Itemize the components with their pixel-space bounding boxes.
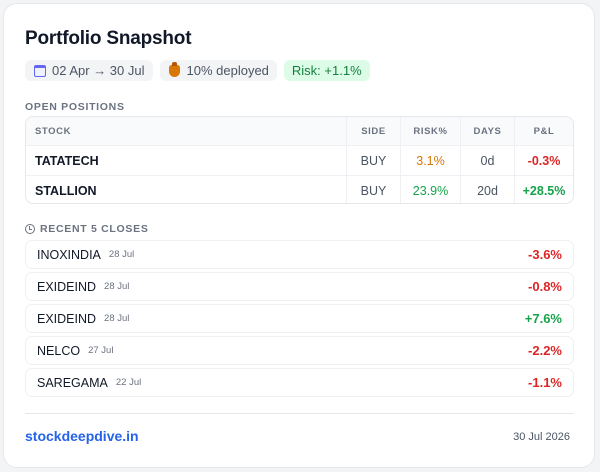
risk-cell: 23.9% <box>400 176 460 203</box>
close-stock: NELCO <box>37 343 81 358</box>
close-stock: EXIDEIND <box>37 279 97 294</box>
side-cell: BUY <box>346 146 400 175</box>
side-cell: BUY <box>346 176 400 203</box>
close-date: 22 Jul <box>115 377 142 388</box>
calendar-icon <box>33 64 46 77</box>
deployed-text: 10% deployed <box>186 63 269 78</box>
table-header-row: STOCK SIDE RISK% DAYS P&L <box>26 117 573 145</box>
close-pnl: -3.6% <box>528 247 562 262</box>
close-pnl: +7.6% <box>524 311 562 326</box>
col-stock: STOCK <box>35 125 72 137</box>
list-item: EXIDEIND 28 Jul -0.8% <box>25 272 574 301</box>
list-item: SAREGAMA 22 Jul -1.1% <box>25 368 574 397</box>
close-date: 28 Jul <box>104 313 130 324</box>
close-stock: EXIDEIND <box>37 311 97 326</box>
money-bag-icon <box>168 61 181 77</box>
brand-link[interactable]: stockdeepdive.in <box>25 428 139 444</box>
stock-cell: STALLION <box>35 183 97 198</box>
pnl-cell: -0.3% <box>514 146 573 175</box>
stock-cell: TATATECH <box>35 153 99 168</box>
close-stock: SAREGAMA <box>37 375 108 390</box>
close-pnl: -0.8% <box>528 279 562 294</box>
days-cell: 0d <box>460 146 514 175</box>
list-item: EXIDEIND 28 Jul +7.6% <box>25 304 574 333</box>
col-side: SIDE <box>346 117 400 145</box>
close-pnl: -1.1% <box>528 375 562 390</box>
clock-icon <box>25 224 35 234</box>
close-date: 27 Jul <box>88 345 114 356</box>
footer-date: 30 Jul 2026 <box>513 431 570 443</box>
col-pnl: P&L <box>514 117 573 145</box>
date-range-text: 02 Apr → 30 Jul <box>52 63 145 78</box>
list-item: INOXINDIA 28 Jul -3.6% <box>25 240 574 269</box>
risk-cell: 3.1% <box>400 146 460 175</box>
col-days: DAYS <box>460 117 514 145</box>
col-risk: RISK% <box>400 117 460 145</box>
recent-closes-text: RECENT 5 CLOSES <box>40 223 149 235</box>
recent-closes-label: RECENT 5 CLOSES <box>25 223 149 235</box>
summary-pills: 02 Apr → 30 Jul 10% deployed Risk: +1.1% <box>25 60 370 81</box>
close-stock: INOXINDIA <box>37 247 101 262</box>
close-date: 28 Jul <box>108 249 135 260</box>
date-range-pill: 02 Apr → 30 Jul <box>25 60 153 81</box>
table-row: STALLION BUY 23.9% 20d +28.5% <box>26 175 573 203</box>
page-title: Portfolio Snapshot <box>25 28 192 49</box>
portfolio-card: Portfolio Snapshot 02 Apr → 30 Jul 10% d… <box>3 3 595 468</box>
pnl-cell: +28.5% <box>514 176 573 203</box>
days-cell: 20d <box>460 176 514 203</box>
risk-badge: Risk: +1.1% <box>283 60 370 81</box>
list-item: NELCO 27 Jul -2.2% <box>25 336 574 365</box>
positions-table: STOCK SIDE RISK% DAYS P&L TATATECH BUY 3… <box>25 116 574 204</box>
recent-closes-list: INOXINDIA 28 Jul -3.6% EXIDEIND 28 Jul -… <box>25 240 574 400</box>
close-pnl: -2.2% <box>528 343 562 358</box>
close-date: 28 Jul <box>104 281 130 292</box>
table-row: TATATECH BUY 3.1% 0d -0.3% <box>26 145 573 175</box>
footer-divider <box>25 413 574 414</box>
open-positions-label: OPEN POSITIONS <box>25 101 125 113</box>
deployed-pill: 10% deployed <box>159 60 277 81</box>
